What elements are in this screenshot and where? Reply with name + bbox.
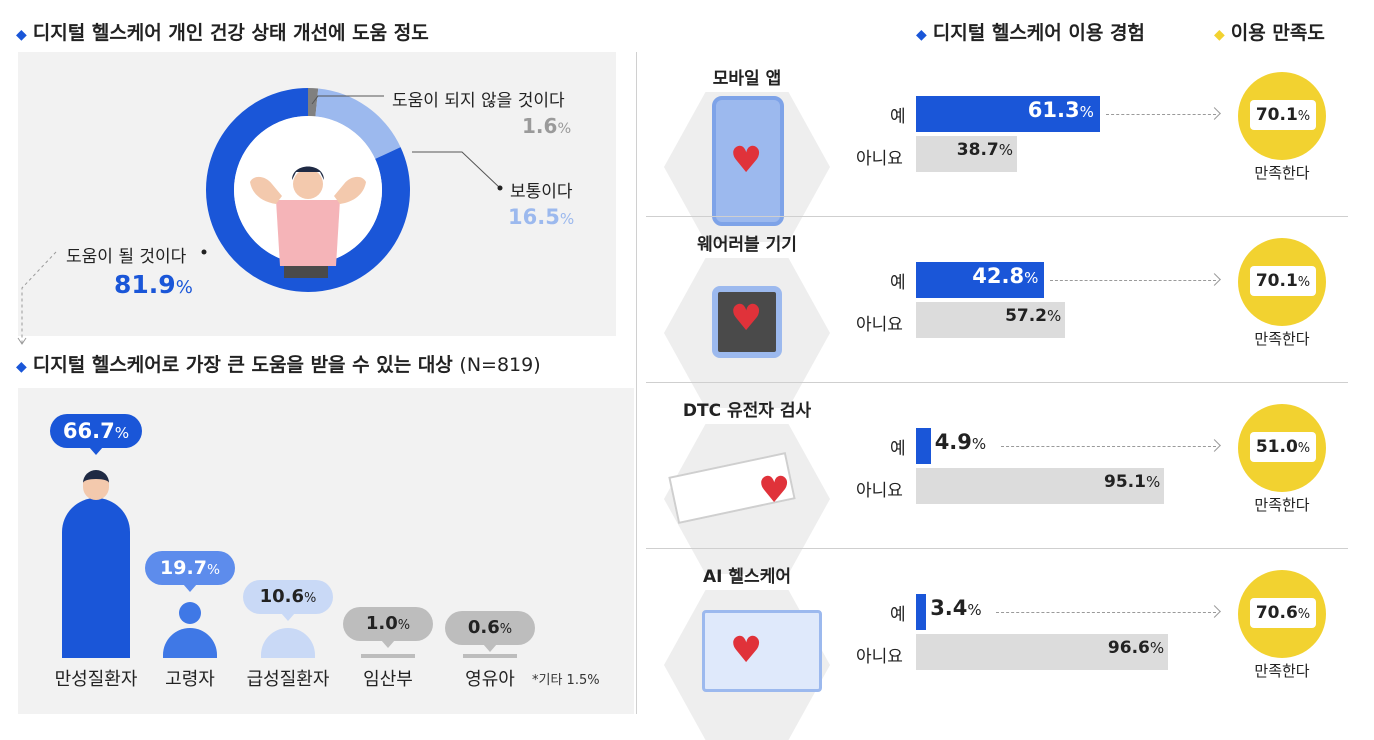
value-yes-ai-healthcare: 3.4% [930, 596, 981, 620]
dashed-arrow-line [1106, 114, 1216, 115]
satisfied-label: 만족한다 [1232, 660, 1332, 681]
satisfaction-value-mobile-app: 70.1% [1250, 100, 1316, 130]
value-yes-dtc-genetic: 4.9% [935, 430, 986, 454]
value-no-wearable: 57.2% [989, 306, 1061, 326]
category-label-dtc-genetic: DTC 유전자 검사 [664, 396, 830, 421]
yes-label: 예 [890, 268, 906, 293]
arrow-right-icon [1208, 107, 1221, 120]
arrow-right-icon [1208, 273, 1221, 286]
value-no-mobile-app: 38.7% [941, 140, 1013, 160]
bar-yes-ai-healthcare [916, 594, 926, 630]
satisfied-label: 만족한다 [1232, 162, 1332, 183]
row-separator [646, 548, 1348, 549]
no-label: 아니요 [856, 642, 903, 667]
no-label: 아니요 [856, 310, 903, 335]
value-yes-wearable: 42.8% [964, 264, 1038, 288]
row-separator [646, 382, 1348, 383]
bar-yes-dtc-genetic [916, 428, 931, 464]
value-yes-mobile-app: 61.3% [1020, 98, 1094, 122]
category-label-mobile-app: 모바일 앱 [664, 64, 830, 89]
dashed-arrow-line [1050, 280, 1216, 281]
satisfaction-value-ai-healthcare: 70.6% [1250, 598, 1316, 628]
category-label-ai-healthcare: AI 헬스케어 [664, 562, 830, 587]
heart-icon: ♥ [730, 630, 762, 671]
satisfaction-value-dtc-genetic: 51.0% [1250, 432, 1316, 462]
dashed-arrow-line [996, 612, 1216, 613]
satisfied-label: 만족한다 [1232, 494, 1332, 515]
no-label: 아니요 [856, 144, 903, 169]
arrow-right-icon [1208, 439, 1221, 452]
arrow-right-icon [1208, 605, 1221, 618]
no-label: 아니요 [856, 476, 903, 501]
yes-label: 예 [890, 600, 906, 625]
heart-icon: ♥ [730, 140, 762, 181]
dashed-arrow-line [1001, 446, 1216, 447]
satisfaction-value-wearable: 70.1% [1250, 266, 1316, 296]
heart-icon: ♥ [730, 298, 762, 339]
heart-icon: ♥ [758, 470, 790, 511]
yes-label: 예 [890, 102, 906, 127]
satisfied-label: 만족한다 [1232, 328, 1332, 349]
row-separator [646, 216, 1348, 217]
value-no-dtc-genetic: 95.1% [1088, 472, 1160, 492]
category-label-wearable: 웨어러블 기기 [664, 230, 830, 255]
value-no-ai-healthcare: 96.6% [1092, 638, 1164, 658]
yes-label: 예 [890, 434, 906, 459]
